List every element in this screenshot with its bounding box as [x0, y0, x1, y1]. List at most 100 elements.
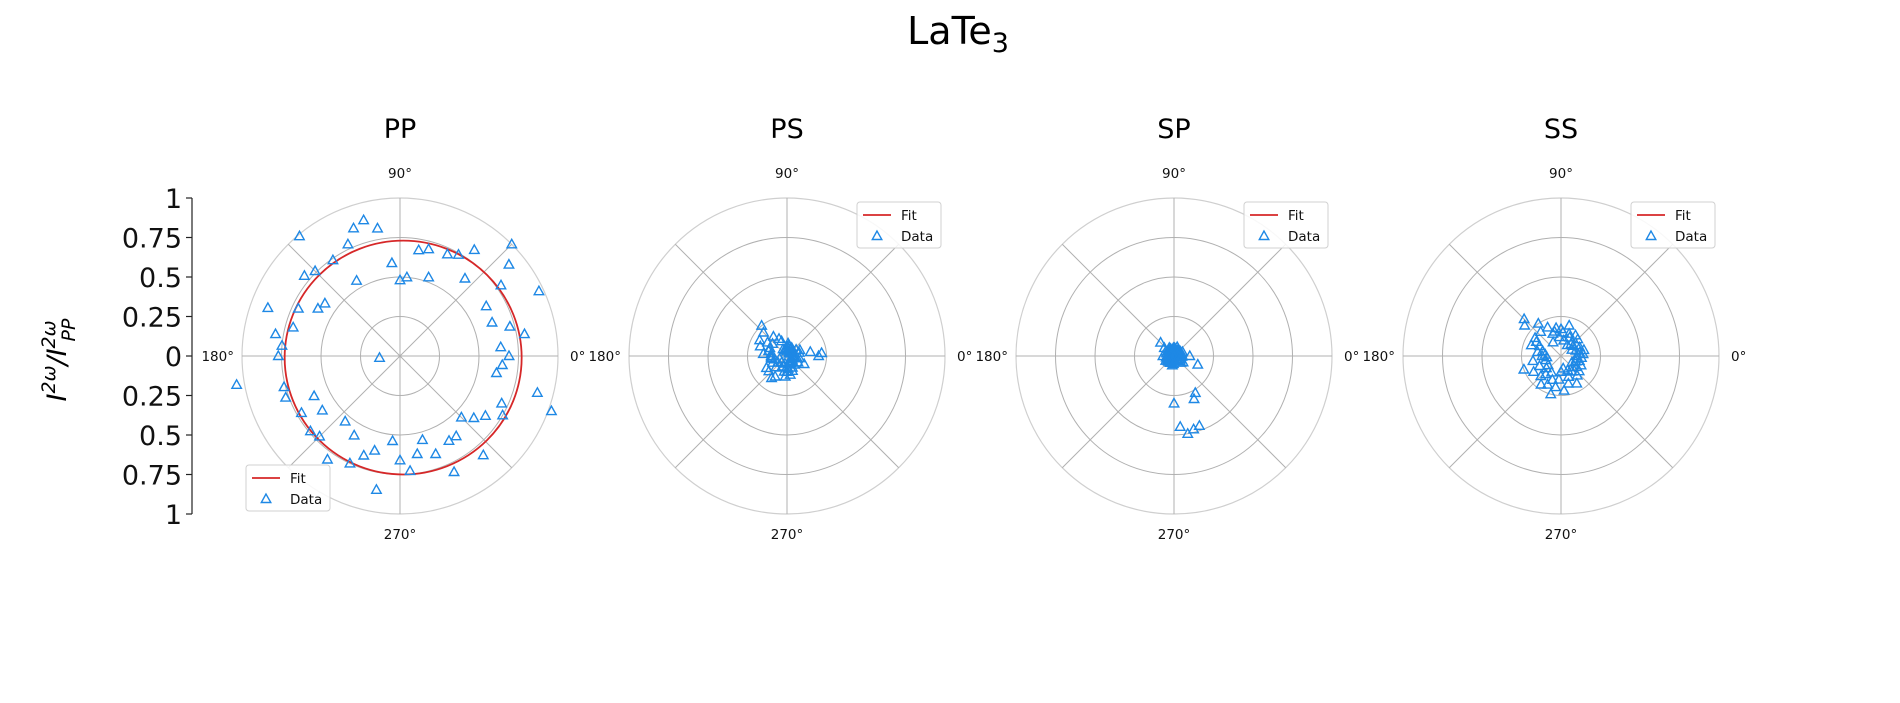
- legend-label-fit: Fit: [901, 208, 917, 224]
- y-tick-label: 1: [165, 500, 182, 531]
- legend-data-swatch: [1645, 229, 1657, 241]
- data-point: [479, 409, 492, 420]
- data-point: [495, 396, 508, 408]
- data-point: [1558, 384, 1570, 395]
- data-point: [344, 456, 356, 468]
- data-point: [480, 299, 493, 311]
- data-point: [1518, 319, 1531, 330]
- data-point: [793, 351, 806, 363]
- data-point: [1563, 319, 1576, 330]
- y-tick-label: 0.25: [122, 382, 182, 413]
- data-point: [786, 364, 799, 375]
- data-point: [1174, 351, 1187, 362]
- data-point: [1189, 386, 1202, 398]
- data-point: [1525, 338, 1538, 350]
- data-point: [765, 346, 778, 358]
- data-point: [1544, 387, 1557, 399]
- data-point: [373, 351, 386, 362]
- data-point: [757, 347, 770, 359]
- figure-title-subscript: 3: [992, 28, 1009, 59]
- polar-spoke: [674, 243, 788, 357]
- y-tick-label: 0.25: [122, 303, 182, 334]
- data-point: [1187, 422, 1200, 434]
- data-point: [450, 429, 463, 441]
- data-point: [503, 258, 515, 269]
- polar-spoke: [786, 243, 900, 357]
- y-tick-label: 0.5: [139, 421, 182, 452]
- data-point: [494, 340, 507, 352]
- data-point: [1535, 378, 1547, 389]
- data-point: [416, 433, 429, 445]
- data-point: [754, 339, 767, 351]
- legend: Fit Data: [1243, 201, 1329, 249]
- data-point: [452, 248, 465, 259]
- data-point: [1533, 359, 1546, 371]
- data-point: [496, 358, 509, 370]
- data-point: [308, 389, 320, 401]
- data-point: [422, 270, 435, 282]
- figure-title: LaTe3: [907, 9, 1009, 59]
- legend-label-data: Data: [1675, 229, 1707, 245]
- data-point: [287, 320, 300, 332]
- data-point: [769, 360, 782, 372]
- legend-label-fit: Fit: [1288, 208, 1304, 224]
- angle-label-270: 270°: [384, 527, 417, 543]
- polar-panel-ss: SS 0° 90° 180° 270° Fit Data: [1362, 114, 1746, 543]
- angle-label-90: 90°: [1162, 166, 1186, 182]
- data-point: [769, 370, 782, 381]
- data-point: [1175, 350, 1188, 361]
- data-point: [1549, 380, 1562, 392]
- polar-spoke: [399, 355, 513, 469]
- legend-box: [245, 464, 331, 512]
- data-point: [1534, 325, 1547, 336]
- data-point: [1553, 373, 1565, 384]
- data-point: [272, 349, 285, 361]
- angle-label-180: 180°: [588, 349, 621, 365]
- data-point: [790, 350, 803, 361]
- y-tick-label: 0.5: [139, 263, 182, 294]
- data-point: [298, 269, 311, 280]
- data-point: [342, 237, 354, 249]
- data-point: [467, 411, 480, 423]
- data-point: [477, 448, 490, 460]
- polar-spoke: [287, 243, 401, 357]
- data-point: [316, 403, 329, 415]
- panel-title: PS: [770, 114, 803, 145]
- data-point: [815, 346, 828, 358]
- data-point: [348, 428, 361, 440]
- data-point: [533, 284, 545, 296]
- polar-spoke: [786, 355, 900, 469]
- legend-data-swatch: [1258, 229, 1270, 241]
- data-point: [1546, 373, 1559, 384]
- polar-panel-ps: PS 0° 90° 180° 270° Fit Data: [588, 114, 972, 543]
- data-point: [357, 449, 370, 460]
- data-point: [312, 302, 324, 313]
- legend-box: [856, 201, 942, 249]
- angle-label-270: 270°: [1545, 527, 1578, 543]
- data-point: [350, 274, 363, 285]
- data-point: [321, 453, 334, 464]
- legend-label-data: Data: [1288, 229, 1320, 245]
- polar-panels: PP 0° 90° 180° 270° 1 0.75 0.5 0.25 0 0.25 0.5 0.75 1…: [122, 114, 1746, 543]
- polar-spoke: [1448, 243, 1562, 357]
- ylabel-slash: /I: [42, 348, 73, 367]
- data-point: [812, 349, 825, 361]
- figure-title-main: LaTe: [907, 9, 992, 53]
- data-point: [371, 221, 384, 233]
- legend-box: [1630, 201, 1716, 249]
- data-point: [505, 237, 518, 249]
- data-point: [368, 444, 381, 455]
- angle-label-90: 90°: [1549, 166, 1573, 182]
- legend-data-swatch: [871, 229, 883, 241]
- data-point: [1517, 363, 1530, 374]
- data-point: [394, 453, 406, 465]
- legend-label-data: Data: [901, 229, 933, 245]
- y-tick-label: 0: [165, 342, 182, 373]
- data-point: [767, 330, 780, 341]
- data-point: [347, 221, 360, 233]
- data-point: [293, 229, 306, 241]
- ylabel-sub2: PP: [58, 318, 80, 341]
- data-point: [394, 273, 406, 285]
- data-point: [503, 320, 516, 331]
- data-point: [304, 424, 317, 436]
